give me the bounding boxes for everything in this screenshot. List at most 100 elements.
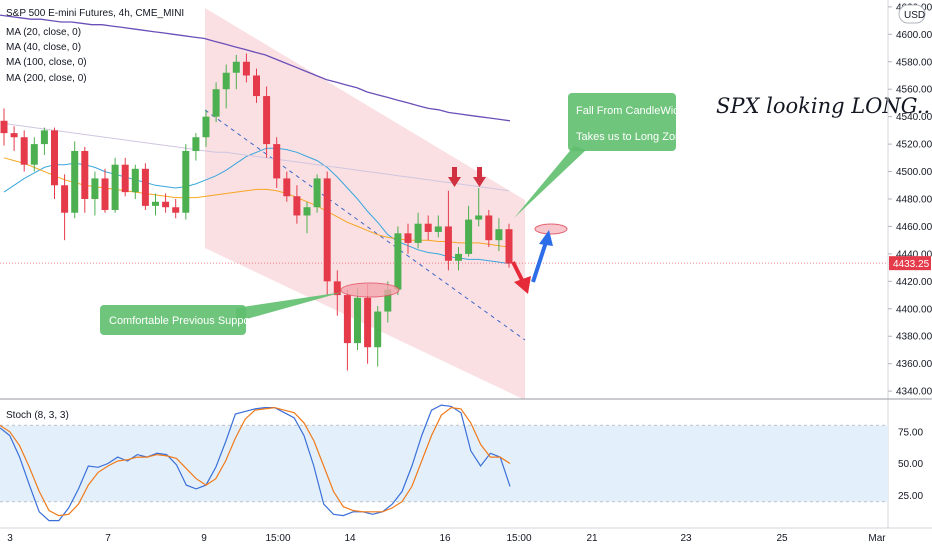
stoch-band bbox=[0, 425, 888, 502]
price-tick-label: 4340.00 bbox=[896, 387, 932, 398]
candlestick-series bbox=[0, 53, 513, 371]
candle-body bbox=[414, 223, 422, 243]
price-tick-label: 4540.00 bbox=[896, 112, 932, 123]
price-tick-label: 4360.00 bbox=[896, 359, 932, 370]
ma200-legend: MA (200, close, 0) bbox=[6, 73, 87, 84]
wick-arrow-right bbox=[473, 167, 486, 187]
candle-body bbox=[253, 75, 260, 97]
candle-body bbox=[40, 130, 48, 145]
candle-body bbox=[424, 223, 432, 232]
candle-body bbox=[232, 61, 240, 73]
candle-body bbox=[121, 164, 129, 193]
price-tick-label: 4460.00 bbox=[896, 222, 932, 233]
candle-body bbox=[273, 144, 281, 179]
price-tick-label: 4580.00 bbox=[896, 57, 932, 68]
candle-body bbox=[222, 72, 230, 90]
candle-body bbox=[81, 150, 89, 199]
candle-body bbox=[91, 178, 99, 199]
fall-note-line1: Fall From CandleWicks bbox=[576, 105, 690, 117]
candle-body bbox=[465, 219, 473, 254]
currency-badge[interactable]: USD bbox=[898, 4, 926, 24]
time-tick-label: 14 bbox=[344, 533, 356, 544]
time-tick-label: Mar bbox=[868, 533, 886, 544]
fall-callout: Fall From CandleWicks Takes us to Long Z… bbox=[514, 93, 690, 218]
candle-body bbox=[242, 61, 250, 76]
candle-body bbox=[20, 137, 28, 165]
stoch-axis: 25.00 50.00 75.00 bbox=[898, 427, 923, 502]
candle-body bbox=[374, 311, 382, 348]
candle-body bbox=[202, 116, 210, 138]
ma-line-200 bbox=[0, 14, 511, 122]
candle-body bbox=[101, 178, 109, 210]
candle-body bbox=[364, 297, 372, 348]
stoch-tick-label: 50.00 bbox=[898, 459, 923, 470]
candle-body bbox=[455, 253, 462, 261]
time-axis: 3 7 9 15:00 14 16 15:00 21 23 25 Mar bbox=[7, 533, 886, 544]
candle-body bbox=[434, 226, 442, 232]
chart-title: S&P 500 E-mini Futures, 4h, CME_MINI bbox=[6, 8, 184, 19]
candle-body bbox=[182, 150, 190, 213]
candle-body bbox=[485, 215, 493, 241]
candle-body bbox=[61, 185, 69, 213]
wick-arrow-left bbox=[448, 167, 461, 187]
price-tick-label: 4500.00 bbox=[896, 167, 932, 178]
price-tick-label: 4400.00 bbox=[896, 304, 932, 315]
time-tick-label: 3 bbox=[7, 533, 13, 544]
price-tick-label: 4440.00 bbox=[896, 249, 932, 260]
candle-body bbox=[131, 168, 139, 193]
stoch-tick-label: 75.00 bbox=[898, 427, 923, 438]
last-price-tag: 4433.25 bbox=[889, 256, 931, 271]
candle-body bbox=[475, 215, 483, 220]
long-arrow-icon bbox=[531, 230, 553, 283]
ma40-legend: MA (40, close, 0) bbox=[6, 42, 81, 53]
candle-body bbox=[354, 297, 361, 344]
candle-body bbox=[0, 120, 8, 134]
price-tick-label: 4560.00 bbox=[896, 85, 932, 96]
candle-body bbox=[192, 137, 200, 151]
time-tick-label: 21 bbox=[586, 533, 598, 544]
candle-body bbox=[172, 207, 180, 213]
time-tick-label: 23 bbox=[680, 533, 692, 544]
candle-body bbox=[343, 295, 351, 344]
time-tick-label: 15:00 bbox=[506, 533, 531, 544]
stoch-line-d bbox=[0, 406, 511, 517]
candle-body bbox=[263, 96, 271, 145]
candle-body bbox=[141, 168, 149, 206]
candle-body bbox=[404, 233, 412, 243]
stoch-line-k bbox=[0, 404, 511, 522]
time-tick-label: 16 bbox=[439, 533, 451, 544]
time-tick-label: 7 bbox=[105, 533, 111, 544]
target-zone-ellipse bbox=[534, 223, 568, 235]
last-price-text: 4433.25 bbox=[893, 259, 930, 270]
candle-body bbox=[323, 178, 331, 282]
candle-body bbox=[111, 164, 119, 210]
price-axis: 4340.00 4360.00 4380.00 4400.00 4420.00 4440.… bbox=[888, 2, 932, 398]
ma-line-100 bbox=[3, 123, 510, 192]
candle-body bbox=[394, 233, 402, 290]
stoch-lines bbox=[0, 404, 511, 522]
candle-body bbox=[162, 201, 170, 208]
channel-midline bbox=[204, 109, 526, 341]
stoch-tick-label: 25.00 bbox=[898, 491, 923, 502]
candle-body bbox=[303, 207, 311, 216]
time-tick-label: 9 bbox=[201, 533, 207, 544]
price-tick-label: 4420.00 bbox=[896, 277, 932, 288]
descending-channel bbox=[205, 8, 525, 400]
stoch-title: Stoch (8, 3, 3) bbox=[6, 410, 69, 421]
candle-body bbox=[283, 178, 291, 197]
candle-body bbox=[30, 144, 38, 165]
candle-body bbox=[51, 130, 58, 186]
price-tick-label: 4480.00 bbox=[896, 195, 932, 206]
ma100-legend: MA (100, close, 0) bbox=[6, 57, 87, 68]
price-tick-label: 4600.00 bbox=[896, 30, 932, 41]
candle-body bbox=[384, 289, 392, 312]
support-zone-ellipse bbox=[340, 282, 400, 298]
price-tick-label: 4520.00 bbox=[896, 140, 932, 151]
candle-body bbox=[10, 133, 18, 138]
short-arrow-icon bbox=[511, 261, 531, 294]
candle-body bbox=[505, 229, 513, 264]
currency-badge-label: USD bbox=[904, 10, 925, 21]
candle-body bbox=[444, 226, 452, 261]
candle-body bbox=[293, 196, 301, 216]
